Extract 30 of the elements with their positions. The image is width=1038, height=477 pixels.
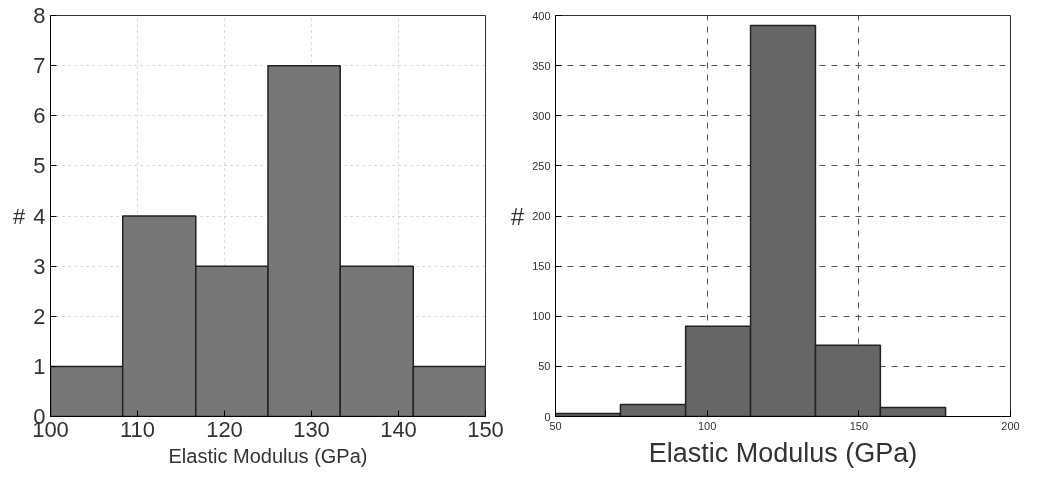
x-tick-label: 120 bbox=[206, 416, 243, 442]
y-tick-label: 3 bbox=[33, 253, 46, 279]
y-tick-label: 100 bbox=[532, 310, 551, 323]
y-tick-label: 1 bbox=[33, 353, 46, 379]
y-tick-label: 4 bbox=[33, 203, 46, 229]
x-tick-label: 110 bbox=[119, 416, 156, 442]
x-tick-label: 200 bbox=[1001, 419, 1020, 432]
y-tick-label: 5 bbox=[33, 153, 46, 179]
x-tick-label: 100 bbox=[697, 419, 717, 432]
y-tick-label: 6 bbox=[33, 103, 46, 129]
y-axis-title: # bbox=[510, 202, 525, 230]
y-tick-label: 7 bbox=[33, 53, 46, 79]
x-axis-title: Elastic Modulus (GPa) bbox=[648, 437, 918, 468]
x-tick-label: 150 bbox=[467, 416, 504, 442]
y-axis-title: # bbox=[13, 203, 27, 229]
x-tick-label: 50 bbox=[549, 419, 562, 432]
x-axis-title: Elastic Modulus (GPa) bbox=[168, 444, 368, 467]
y-tick-label: 2 bbox=[33, 303, 46, 329]
y-tick-label: 300 bbox=[532, 109, 551, 122]
y-tick-label: 350 bbox=[532, 59, 551, 72]
y-tick-label: 150 bbox=[532, 260, 551, 273]
y-tick-label: 50 bbox=[538, 360, 551, 373]
x-tick-label: 150 bbox=[849, 419, 869, 432]
x-tick-label: 140 bbox=[380, 416, 417, 442]
y-tick-label: 8 bbox=[33, 3, 46, 28]
y-tick-label: 250 bbox=[532, 159, 551, 172]
y-tick-label: 0 bbox=[544, 410, 551, 423]
y-tick-label: 200 bbox=[532, 210, 551, 222]
x-tick-label: 130 bbox=[293, 416, 330, 442]
y-tick-label: 400 bbox=[532, 9, 551, 22]
